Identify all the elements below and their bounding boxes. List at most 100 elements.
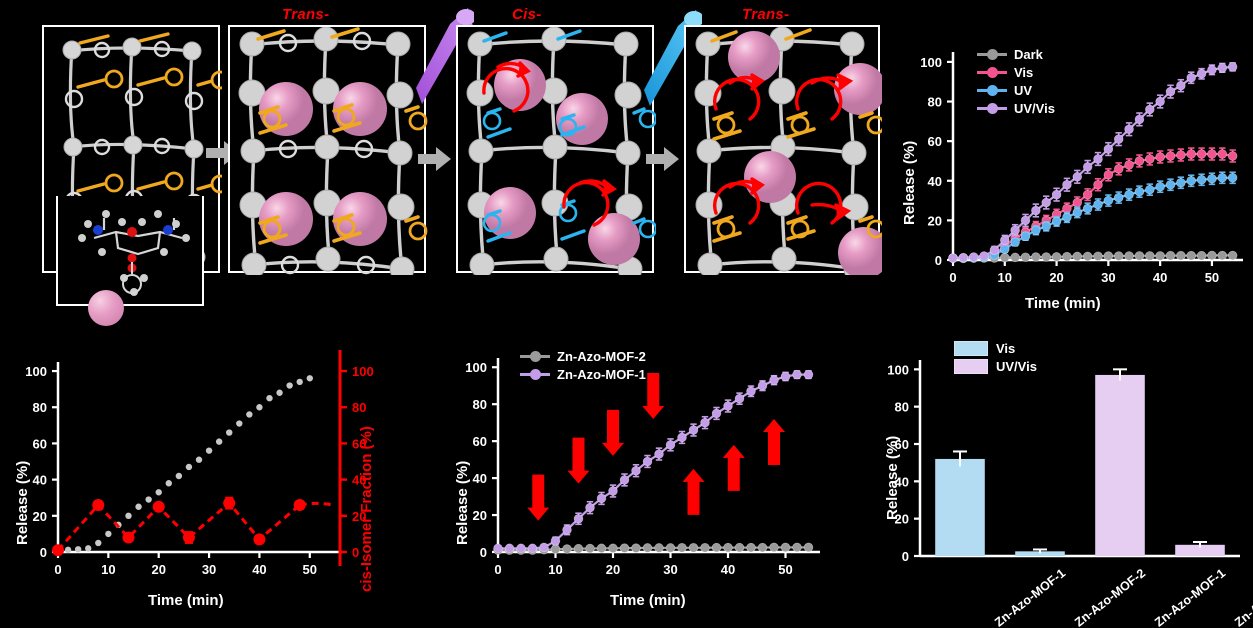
data-point [1031,252,1041,262]
series-line-Zn-Azo-MOF-1 [498,373,809,550]
release-dot [276,389,283,396]
legend-item-bar-uvvis: UV/Vis [954,358,1037,375]
data-point [1093,154,1103,164]
data-point [1051,252,1062,262]
release-dot [145,496,152,503]
data-point [1145,104,1155,115]
data-point [1196,250,1207,261]
data-point [182,531,195,544]
chart1-y-axis-title: Release (%) [901,140,918,225]
data-point [1227,151,1238,161]
data-point [642,543,653,553]
x-tick-label: 50 [1205,270,1219,285]
data-point [665,440,676,450]
chart3-y-axis-title: Release (%) [454,460,471,545]
data-point [769,542,779,553]
data-point [1207,65,1217,75]
data-point [780,371,791,382]
data-point [688,543,699,553]
data-point [948,253,958,263]
x-tick-label: 30 [202,562,216,577]
legend-item-mof1: Zn-Azo-MOF-1 [520,366,646,383]
release-dot [185,463,193,471]
data-point [1155,181,1165,192]
data-point [1134,156,1145,166]
arrow-shape [527,474,550,521]
x-tick-label: 10 [101,562,115,577]
data-point [1134,251,1145,261]
data-point [1000,235,1010,245]
legend-item-uv: UV [977,82,1055,99]
data-point [596,493,607,504]
data-point [1124,160,1134,170]
bar-4 [1175,544,1225,556]
series-line-UV [953,176,1233,260]
data-point [677,432,687,443]
data-point [1217,250,1228,261]
chart-stepwise-canvas: 0 10 20 30 40 50 0 20 40 60 80 100 [465,358,820,577]
legend-marker-vis [977,67,1007,78]
data-point [1031,205,1041,216]
data-point [527,543,538,554]
data-point [631,465,641,476]
release-dot [296,378,303,386]
release-dot [135,503,142,510]
data-point [1072,207,1083,218]
data-point [1227,250,1238,261]
data-point [769,375,779,385]
data-point [1072,197,1083,208]
chart-release-vs-cis-fraction: 0 10 20 30 40 50 0 20 40 60 80 100 0 20 40 60 80 100 Rele… [0,340,400,628]
y2-tick-label: 40 [352,473,366,488]
arrow-shape [642,372,665,419]
data-point [539,542,549,553]
data-point [1196,149,1207,159]
data-point [1124,251,1134,261]
data-point [1113,251,1124,261]
chart1-x-axis-title: Time (min) [1025,295,1101,312]
x-tick-label: 50 [778,562,792,577]
data-point [1062,212,1072,223]
chart2-y-axis-title: Release (%) [14,460,31,545]
bar-1 [935,458,985,556]
data-point [550,536,561,546]
data-point [1051,216,1062,227]
data-point [665,543,676,553]
legend-label-mof1: Zn-Azo-MOF-1 [557,367,646,382]
data-point [1186,176,1196,186]
release-dot [205,447,213,454]
scheme-panel-guest-released-trans [684,25,882,275]
data-point [1093,179,1103,190]
data-point [1041,252,1051,262]
data-point [734,393,745,404]
data-point [573,513,584,524]
data-point [1155,96,1165,107]
uv-arrow-1 [527,474,550,521]
y2-tick-label: 60 [352,436,366,451]
data-point [152,500,165,513]
data-point [1155,251,1165,261]
uv-arrow-2 [567,437,590,484]
chart3-x-axis-title: Time (min) [610,592,686,609]
x-tick-label: 40 [252,562,266,577]
scheme-panel-ligand-inset [56,196,204,306]
data-point [1062,251,1072,262]
data-point [1113,192,1124,203]
data-point [958,252,969,263]
data-point [608,543,618,554]
data-point [1196,175,1207,185]
data-point [585,543,595,554]
release-dot [306,375,313,382]
x-tick-label: 30 [663,562,677,577]
data-point [1113,134,1124,144]
y-tick-label: 0 [935,253,942,268]
data-point [608,486,618,496]
legend-item-bar-vis: Vis [954,340,1037,357]
release-dot [105,530,112,538]
data-point [1082,203,1093,214]
data-point [550,544,561,554]
data-point [1093,251,1103,261]
legend-marker-mof2 [520,351,550,362]
y2-tick-label: 0 [352,545,359,560]
data-point [1062,203,1072,214]
y-tick-label: 80 [473,397,487,412]
